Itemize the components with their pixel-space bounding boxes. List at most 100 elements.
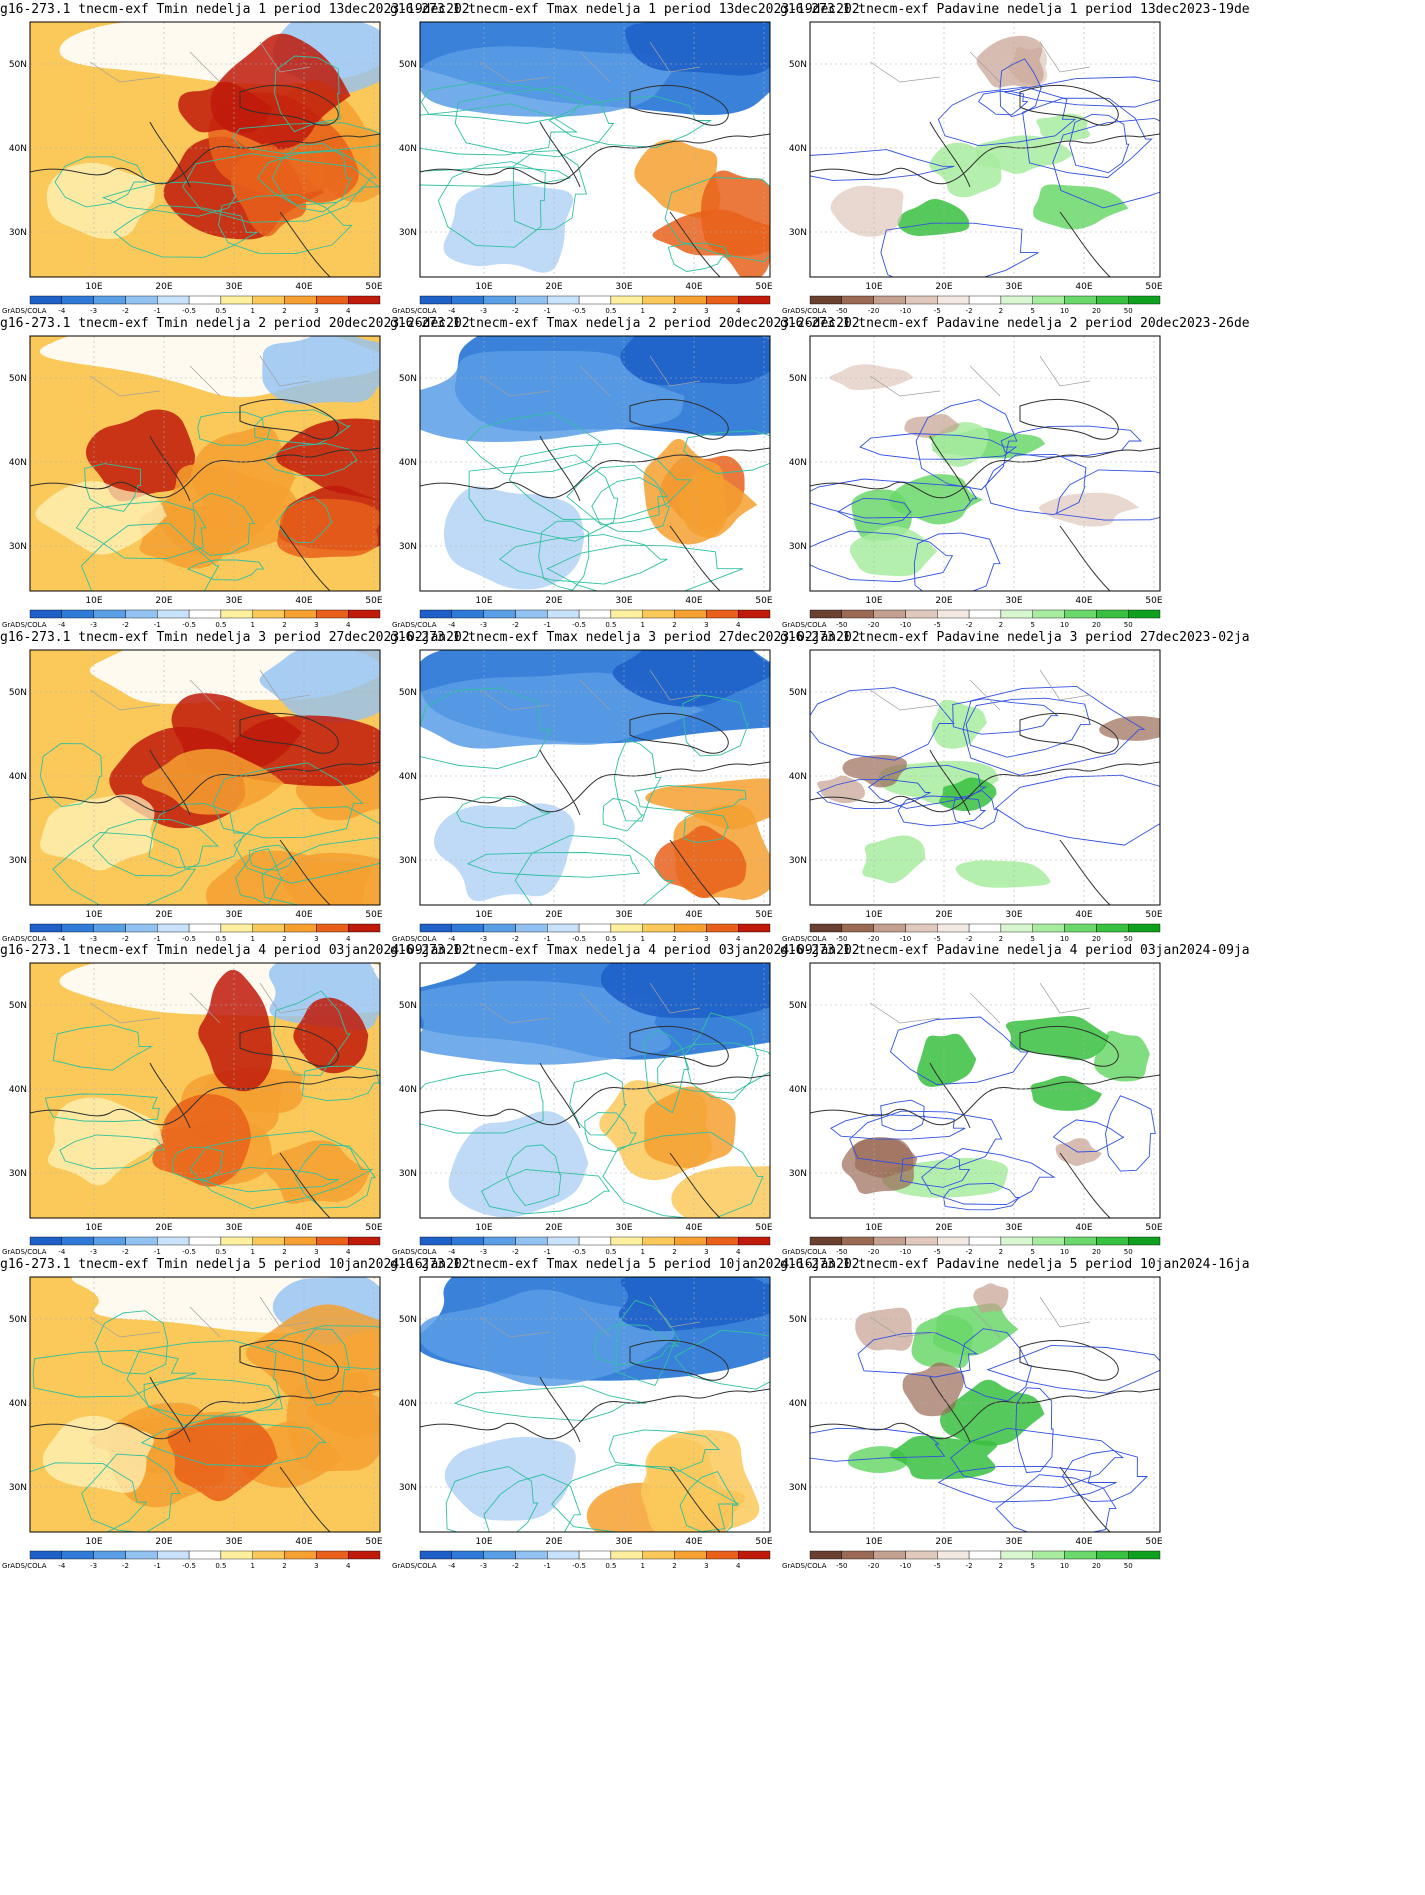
colorbar-label: 20 (1092, 1248, 1101, 1256)
field-shade (1093, 1030, 1150, 1082)
colorbar-swatch (1096, 295, 1129, 305)
lat-tick-label: 50N (399, 1001, 417, 1011)
panel-title: g16-273.1 tnecm-exf Tmax nedelja 3 perio… (390, 630, 860, 645)
colorbar-swatch (674, 923, 707, 933)
colorbar-swatch (873, 923, 906, 933)
map-canvas: 10E 20E 30E 40E 50E 50N 40N 30N -50 -20 -10 -5 -2 2 5 1… (782, 335, 1163, 629)
lat-tick-label: 30N (399, 228, 417, 238)
field-shade (152, 1094, 252, 1187)
map-field (420, 963, 770, 1218)
colorbar-swatch (419, 295, 452, 305)
contour-line (192, 492, 256, 556)
lat-tick-label: 30N (399, 856, 417, 866)
lon-tick-label: 50E (1145, 596, 1162, 606)
colorbar-label: 0.5 (215, 621, 226, 629)
colorbar-label: 2 (672, 1562, 676, 1570)
colorbar-label: -5 (934, 935, 941, 943)
colorbar-swatch (706, 295, 739, 305)
colorbar-label: -0.5 (182, 307, 196, 315)
lon-tick-label: 40E (1075, 1223, 1092, 1233)
colorbar-swatch (515, 609, 548, 619)
colorbar-label: 2 (672, 935, 676, 943)
map-frame (29, 649, 381, 906)
field-shade (853, 1136, 918, 1178)
field-shade (434, 803, 575, 902)
colorbar-swatch (316, 1236, 349, 1246)
contour-line (867, 764, 988, 809)
country-borders (869, 669, 1091, 711)
contour-line (810, 687, 955, 761)
colorbar-label: 50 (1124, 935, 1133, 943)
contour-line (859, 433, 1018, 460)
colorbar-swatch (1064, 1236, 1097, 1246)
contour-line (1000, 425, 1142, 458)
colorbar-label: -20 (868, 1248, 879, 1256)
colorbar-swatch (610, 923, 643, 933)
contour-line (113, 204, 259, 258)
lon-tick-label: 10E (475, 1223, 492, 1233)
lat-tick-label: 50N (789, 1001, 807, 1011)
lon-tick-label: 30E (1005, 1537, 1022, 1547)
lon-tick-label: 50E (365, 910, 382, 920)
colorbar-swatch (284, 923, 317, 933)
map-frame (29, 962, 381, 1219)
map-canvas: 10E 20E 30E 40E 50E 50N 40N 30N -4 -3 -2 -1 -0.5 0.5 1… (2, 21, 383, 315)
contour-line (420, 82, 582, 124)
colorbar-swatch (1128, 923, 1161, 933)
colorbar-label: -10 (900, 1248, 911, 1256)
colorbar-label: 0.5 (605, 621, 616, 629)
contour-line (683, 811, 730, 843)
contour-line (962, 685, 1146, 776)
colorbar-swatch (29, 1236, 62, 1246)
colorbar-swatch (578, 609, 612, 619)
lon-tick-label: 20E (155, 1537, 172, 1547)
grads-credit: GrADS/COLA (392, 621, 437, 629)
panel-title: g16-273.1 tnecm-exf Padavine nedelja 4 p… (780, 943, 1250, 958)
colorbar-swatch (93, 923, 126, 933)
colorbar-swatch (642, 1550, 675, 1560)
field-shade (917, 1033, 977, 1087)
colorbar-swatch (188, 295, 222, 305)
field-shade (262, 336, 380, 405)
coastline (810, 398, 1160, 591)
lat-tick-label: 30N (399, 1483, 417, 1493)
lon-tick-label: 50E (365, 1223, 382, 1233)
map-field (810, 650, 1160, 905)
map-canvas: 10E 20E 30E 40E 50E 50N 40N 30N -4 -3 -2 -1 -0.5 0.5 1… (2, 649, 383, 943)
grads-credit: GrADS/COLA (392, 1562, 437, 1570)
colorbar-label: -1 (544, 1562, 551, 1570)
grads-credit: GrADS/COLA (782, 621, 827, 629)
colorbar-label: -2 (512, 1562, 519, 1570)
field-shade (654, 825, 747, 898)
lat-tick-label: 30N (789, 856, 807, 866)
colorbar-label: 50 (1124, 1562, 1133, 1570)
colorbar-label: 1 (250, 621, 254, 629)
lon-tick-label: 40E (1075, 282, 1092, 292)
colorbar-swatch (316, 295, 349, 305)
contour-line (602, 1131, 764, 1218)
coastline (30, 1025, 380, 1218)
contour-line (591, 477, 671, 533)
field-shade (1033, 184, 1129, 230)
coastline (810, 712, 1160, 905)
lat-tick-label: 40N (789, 1085, 807, 1095)
colorbar-label: 4 (346, 1248, 351, 1256)
colorbar-label: -3 (90, 1248, 97, 1256)
colorbar-swatch (220, 295, 253, 305)
panel-title: g16-273.1 tnecm-exf Padavine nedelja 2 p… (780, 316, 1250, 331)
contour-line (233, 806, 380, 884)
coastline (30, 712, 380, 905)
colorbar-swatch (1128, 295, 1161, 305)
colorbar-swatch (841, 609, 874, 619)
colorbar-swatch (1064, 295, 1097, 305)
colorbar-swatch (451, 923, 484, 933)
colorbar-swatch (220, 923, 253, 933)
colorbar-label: 50 (1124, 621, 1133, 629)
colorbar-swatch (968, 1550, 1002, 1560)
contour-line (218, 194, 353, 254)
contour-line (1052, 117, 1160, 209)
map-panel-tmax-week-2: 10E 20E 30E 40E 50E 50N 40N 30N -4 -3 -2 -1 -0.5 0.5 1… (390, 314, 860, 692)
lat-tick-label: 30N (9, 1483, 27, 1493)
colorbar-label: -3 (480, 1248, 487, 1256)
lat-tick-label: 50N (399, 60, 417, 70)
